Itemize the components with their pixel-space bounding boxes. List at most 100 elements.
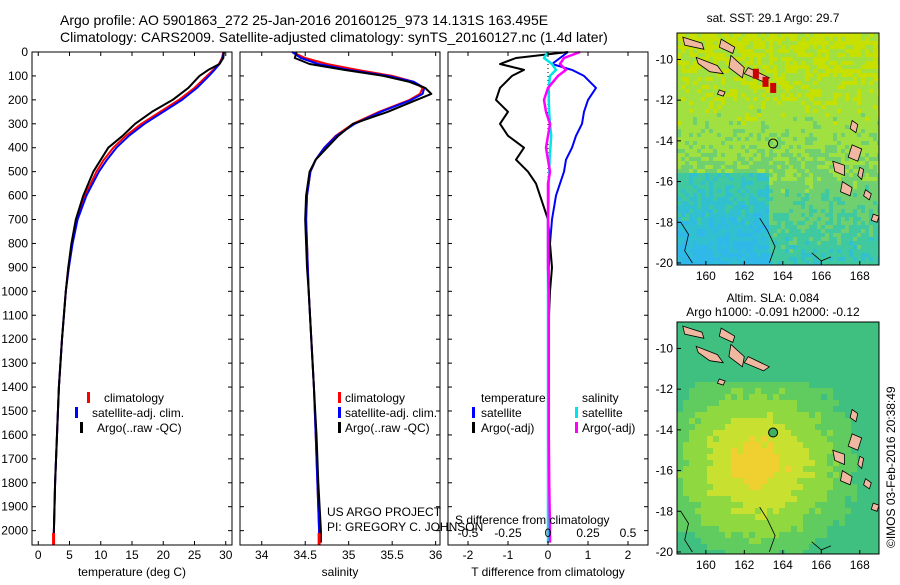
map-pixel xyxy=(857,514,863,520)
map-pixel xyxy=(773,526,779,532)
map-pixel xyxy=(785,125,789,129)
map-pixel xyxy=(777,33,781,37)
map-pixel xyxy=(841,141,845,145)
map-pixel xyxy=(721,173,725,177)
map-pixel xyxy=(709,233,713,237)
map-pixel xyxy=(677,145,681,149)
map-pixel xyxy=(755,466,761,472)
map-pixel xyxy=(865,253,869,257)
map-pixel xyxy=(813,197,817,201)
map-pixel xyxy=(851,490,857,496)
map-pixel xyxy=(761,185,765,189)
map-pixel xyxy=(785,33,789,37)
map-pixel xyxy=(849,33,853,37)
map-pixel xyxy=(709,133,713,137)
map-pixel xyxy=(701,245,705,249)
map-pixel xyxy=(677,352,683,358)
map-pixel xyxy=(825,101,829,105)
map-pixel xyxy=(873,105,877,109)
map-pixel xyxy=(827,442,833,448)
map-pixel xyxy=(689,430,695,436)
map-pixel xyxy=(725,502,731,508)
depth-tick-label: 100 xyxy=(8,69,28,83)
map-pixel xyxy=(761,149,765,153)
map-pixel xyxy=(737,502,743,508)
island xyxy=(718,327,736,343)
map-pixel xyxy=(695,538,701,544)
map-pixel xyxy=(785,245,789,249)
map-pixel xyxy=(737,508,743,514)
map-pixel xyxy=(677,181,681,185)
map-pixel xyxy=(777,85,781,89)
map-pixel xyxy=(827,538,833,544)
map-pixel xyxy=(761,454,767,460)
map-pixel xyxy=(733,129,737,133)
map-pixel xyxy=(693,93,697,97)
map-pixel xyxy=(821,129,825,133)
map-pixel xyxy=(737,454,743,460)
map-pixel xyxy=(705,185,709,189)
map-pixel xyxy=(749,33,753,37)
map-pixel xyxy=(781,61,785,65)
map-pixel xyxy=(777,189,781,193)
map-pixel xyxy=(821,424,827,430)
map-pixel xyxy=(833,550,839,554)
map-pixel xyxy=(791,520,797,526)
map-pixel xyxy=(833,33,837,37)
map-pixel xyxy=(689,484,695,490)
map-pixel xyxy=(677,205,681,209)
map-pixel xyxy=(737,165,741,169)
map-pixel xyxy=(709,85,713,89)
map-pixel xyxy=(797,388,803,394)
map-pixel xyxy=(877,181,879,185)
map-pixel xyxy=(825,249,829,253)
map-pixel xyxy=(685,141,689,145)
map-pixel xyxy=(833,520,839,526)
map-pixel xyxy=(845,229,849,233)
map-pixel xyxy=(697,81,701,85)
map-pixel xyxy=(777,89,781,93)
map-pixel xyxy=(833,57,837,61)
map-pixel xyxy=(841,249,845,253)
map-pixel xyxy=(767,466,773,472)
map-pixel xyxy=(773,149,777,153)
map-pixel xyxy=(793,57,797,61)
map-pixel xyxy=(761,101,765,105)
map-pixel xyxy=(741,233,745,237)
map-pixel xyxy=(845,201,849,205)
map-pixel xyxy=(745,129,749,133)
map-pixel xyxy=(701,49,705,53)
map-pixel xyxy=(813,85,817,89)
map-pixel xyxy=(689,257,693,261)
map-pixel xyxy=(817,125,821,129)
map-pixel xyxy=(833,73,837,77)
map-pixel xyxy=(785,85,789,89)
map-pixel xyxy=(749,460,755,466)
map-pixel xyxy=(781,117,785,121)
map-pixel xyxy=(725,201,729,205)
map-pixel xyxy=(821,261,825,265)
map-pixel xyxy=(853,173,857,177)
difference-panel: -2 -1 0 1 2-0.5 -0.25 0 0.25 0.5T difference fro… xyxy=(447,50,649,579)
map-pixel xyxy=(845,253,849,257)
map-pixel xyxy=(837,201,841,205)
map-pixel xyxy=(873,85,877,89)
map-pixel xyxy=(845,45,849,49)
map-pixel xyxy=(789,125,793,129)
map-pixel xyxy=(813,241,817,245)
map-pixel xyxy=(749,141,753,145)
map-pixel xyxy=(785,532,791,538)
temperature-x-axis-label: temperature (deg C) xyxy=(78,565,186,579)
map-pixel xyxy=(757,193,761,197)
map-pixel xyxy=(827,454,833,460)
map-pixel xyxy=(845,358,851,364)
map-pixel xyxy=(781,245,785,249)
map-pixel xyxy=(857,508,863,514)
map-pixel xyxy=(865,97,869,101)
map-pixel xyxy=(809,382,815,388)
map-pixel xyxy=(737,394,743,400)
map-pixel xyxy=(765,241,769,245)
map-pixel xyxy=(773,185,777,189)
map-pixel xyxy=(865,217,869,221)
map-pixel xyxy=(753,217,757,221)
